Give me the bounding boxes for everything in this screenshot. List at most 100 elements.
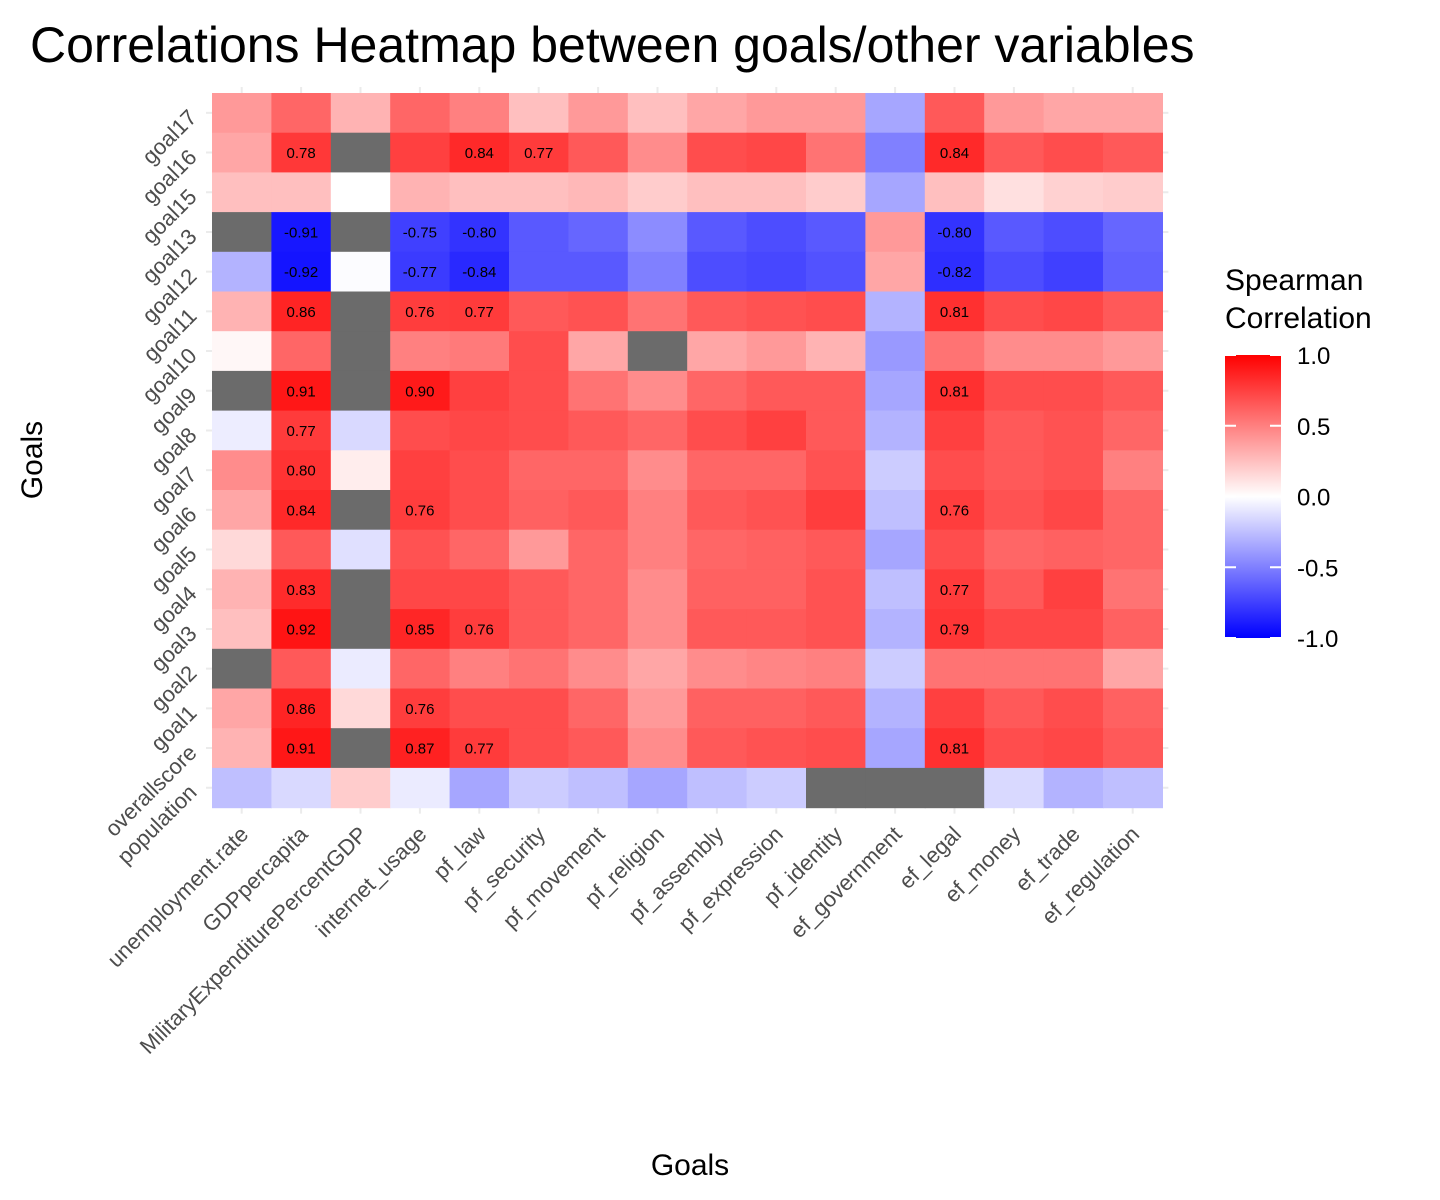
heatmap-cell <box>568 370 629 412</box>
heatmap-cell <box>924 529 985 570</box>
heatmap-cell <box>865 331 926 372</box>
heatmap-cell <box>568 728 629 769</box>
cell-value-label: -0.80 <box>462 224 496 241</box>
heatmap-cell <box>1043 410 1104 451</box>
heatmap-cell <box>627 212 688 253</box>
cell-value-label: -0.91 <box>284 224 318 241</box>
cell-value-label: 0.87 <box>405 741 434 758</box>
heatmap-cell <box>390 450 451 491</box>
heatmap-cell <box>687 370 748 412</box>
heatmap-cell <box>746 251 807 293</box>
heatmap-cell <box>449 648 510 690</box>
heatmap-cell <box>449 728 510 769</box>
heatmap-cell <box>449 331 510 372</box>
heatmap-cell <box>865 450 926 491</box>
heatmap-cell <box>509 172 569 213</box>
cell-value-label: -0.80 <box>937 224 971 241</box>
heatmap-cell <box>1103 609 1163 650</box>
heatmap-cell <box>1103 490 1163 531</box>
heatmap-cell <box>865 172 926 213</box>
heatmap-cell <box>271 132 332 173</box>
heatmap-cell <box>1103 767 1163 809</box>
heatmap-cell <box>746 370 807 412</box>
heatmap-cell <box>271 767 332 809</box>
heatmap-cell <box>806 370 866 412</box>
heatmap-cell <box>509 767 569 809</box>
x-axis-tick-labels: unemployment.rateGDPpercapitaMilitaryExp… <box>102 821 1144 1059</box>
heatmap-cell <box>568 410 629 451</box>
heatmap-cell <box>687 609 748 650</box>
heatmap-cell <box>509 490 569 531</box>
heatmap-cell <box>687 648 748 690</box>
heatmap-cell <box>330 450 391 491</box>
heatmap-cell <box>568 529 629 570</box>
heatmap-cell <box>924 93 985 134</box>
heatmap-cell <box>449 410 510 451</box>
heatmap-cell <box>865 767 926 809</box>
heatmap-cell <box>509 93 569 134</box>
heatmap-cell <box>865 569 926 610</box>
heatmap-cell <box>1043 132 1104 173</box>
heatmap-cell <box>271 688 332 729</box>
heatmap-cell <box>924 490 985 531</box>
heatmap-cell <box>1043 291 1104 332</box>
heatmap-cell <box>806 172 866 213</box>
heatmap-cell <box>687 251 748 293</box>
heatmap-cell <box>449 370 510 412</box>
heatmap-cell <box>865 291 926 332</box>
heatmap-cell <box>806 450 866 491</box>
heatmap-cell <box>568 172 629 213</box>
heatmap-cell <box>212 291 272 332</box>
heatmap-cell <box>509 132 569 173</box>
heatmap-cell <box>212 331 272 372</box>
x-axis-title: Goals <box>651 1149 729 1182</box>
heatmap-cell <box>1103 450 1163 491</box>
heatmap-cell <box>924 450 985 491</box>
heatmap-cell <box>390 212 451 253</box>
heatmap-cell <box>330 688 391 729</box>
heatmap-cell <box>746 410 807 451</box>
heatmap-cell <box>687 688 748 729</box>
heatmap-cell <box>271 490 332 531</box>
cell-value-label: 0.77 <box>465 741 494 758</box>
heatmap-cell <box>1043 172 1104 213</box>
heatmap-cell <box>984 490 1045 531</box>
heatmap-cell <box>212 450 272 491</box>
legend-tick-label: 0.0 <box>1297 485 1330 512</box>
heatmap-cell <box>984 291 1045 332</box>
cell-value-label: 0.81 <box>940 741 969 758</box>
heatmap-cell <box>212 172 272 213</box>
heatmap-cell <box>627 291 688 332</box>
heatmap-cell <box>509 648 569 690</box>
heatmap-cell <box>746 767 807 809</box>
heatmap-cell <box>865 212 926 253</box>
cell-value-label: 0.81 <box>940 304 969 321</box>
cell-value-label: -0.92 <box>284 264 318 281</box>
cell-value-label: -0.84 <box>462 264 496 281</box>
heatmap-cell <box>212 648 272 690</box>
heatmap-cell <box>1103 291 1163 332</box>
heatmap-cell <box>330 410 391 451</box>
heatmap-cell <box>509 609 569 650</box>
heatmap-cell <box>509 529 569 570</box>
heatmap-cell <box>1103 648 1163 690</box>
heatmap-cell <box>212 490 272 531</box>
heatmap-cell <box>568 331 629 372</box>
heatmap-cell <box>1043 609 1104 650</box>
heatmap-cell <box>984 648 1045 690</box>
legend-tick-label: -1.0 <box>1297 626 1338 653</box>
heatmap-cell <box>627 370 688 412</box>
heatmap-cell <box>924 331 985 372</box>
heatmap-cell <box>330 609 391 650</box>
heatmap-cell <box>806 767 866 809</box>
heatmap-cell <box>865 251 926 293</box>
cell-value-label: 0.76 <box>465 621 494 638</box>
heatmap-cell <box>1103 529 1163 570</box>
heatmap-cell <box>509 370 569 412</box>
heatmap-cell <box>330 132 391 173</box>
heatmap-cell <box>449 529 510 570</box>
heatmap-cell <box>865 93 926 134</box>
heatmap-cell <box>271 529 332 570</box>
heatmap-cell <box>509 450 569 491</box>
cell-value-label: 0.77 <box>286 423 315 440</box>
